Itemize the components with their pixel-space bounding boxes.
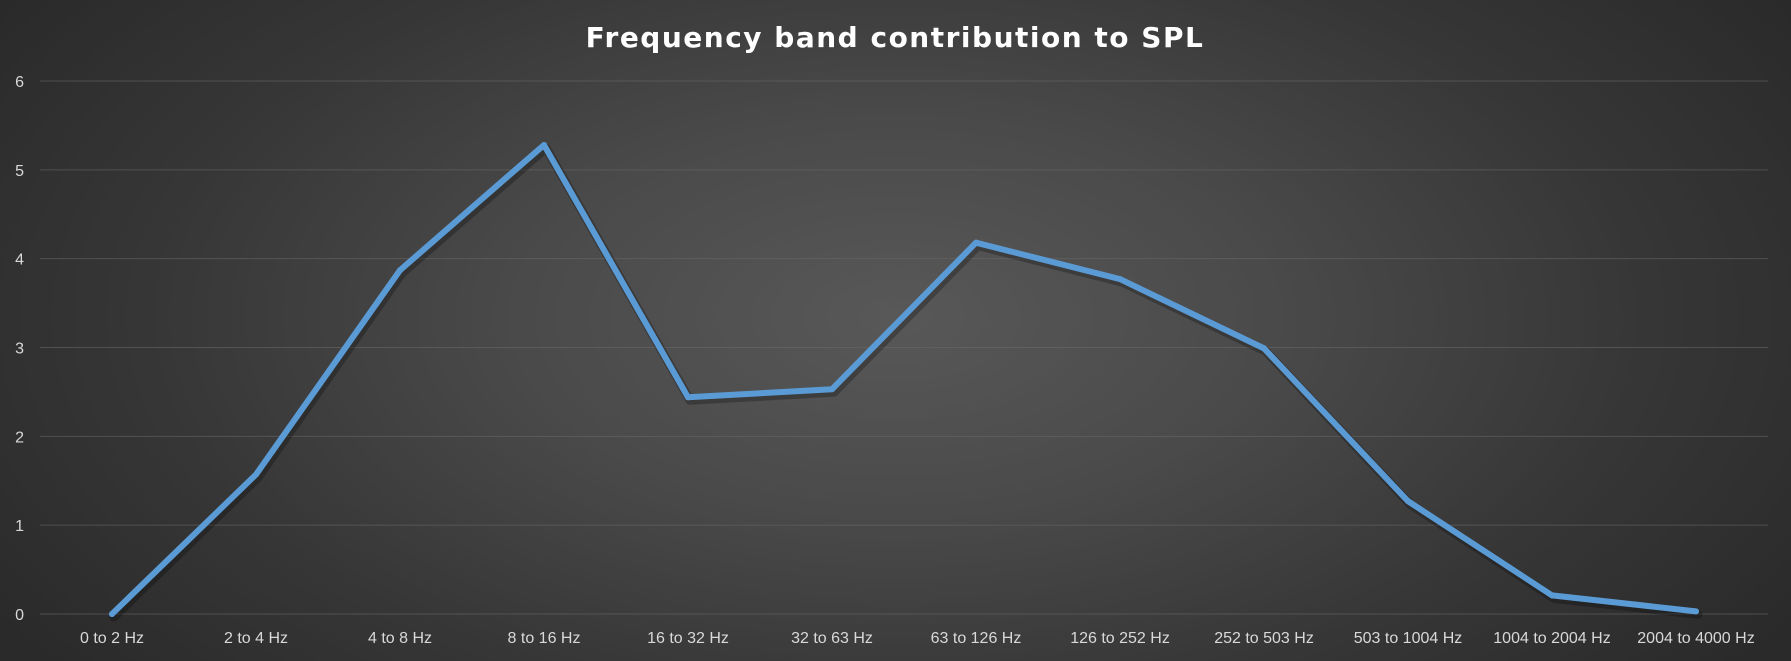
gridlines [40,80,1768,615]
y-tick-label: 4 [15,252,24,269]
y-tick-label: 6 [15,74,24,91]
data-point [685,394,691,401]
y-tick-label: 0 [15,607,24,624]
x-tick-label: 8 to 16 Hz [508,630,581,647]
y-tick-label: 2 [15,429,24,446]
x-tick-label: 126 to 252 Hz [1070,630,1170,647]
data-point [1693,608,1699,615]
x-tick-label: 503 to 1004 Hz [1354,630,1463,647]
series-line-shadow [109,143,1703,622]
x-tick-label: 32 to 63 Hz [791,630,873,647]
data-point [1549,592,1555,599]
y-axis-tick-labels: 0 1 2 3 4 5 6 [15,74,24,624]
data-point [829,386,835,393]
x-tick-label: 16 to 32 Hz [647,630,729,647]
chart-title: Frequency band contribution to SPL [586,21,1205,54]
series-layer [109,141,1703,622]
x-tick-label: 1004 to 2004 Hz [1493,630,1610,647]
data-point [253,471,259,478]
y-tick-label: 1 [15,518,24,535]
data-point [541,141,547,148]
y-tick-label: 5 [15,163,24,180]
x-tick-label: 0 to 2 Hz [80,630,144,647]
x-tick-label: 2 to 4 Hz [224,630,288,647]
data-point [397,267,403,274]
x-tick-label: 2004 to 4000 Hz [1637,630,1754,647]
data-point [1405,498,1411,505]
series-line [109,141,1699,617]
x-tick-label: 63 to 126 Hz [931,630,1022,647]
y-tick-label: 3 [15,341,24,358]
data-point [1117,276,1123,283]
x-axis-tick-labels: 0 to 2 Hz 2 to 4 Hz 4 to 8 Hz 8 to 16 Hz 16 … [80,630,1755,647]
data-point [973,239,979,246]
x-tick-label: 252 to 503 Hz [1214,630,1314,647]
data-point [1261,345,1267,352]
x-tick-label: 4 to 8 Hz [368,630,432,647]
data-point [109,611,115,617]
